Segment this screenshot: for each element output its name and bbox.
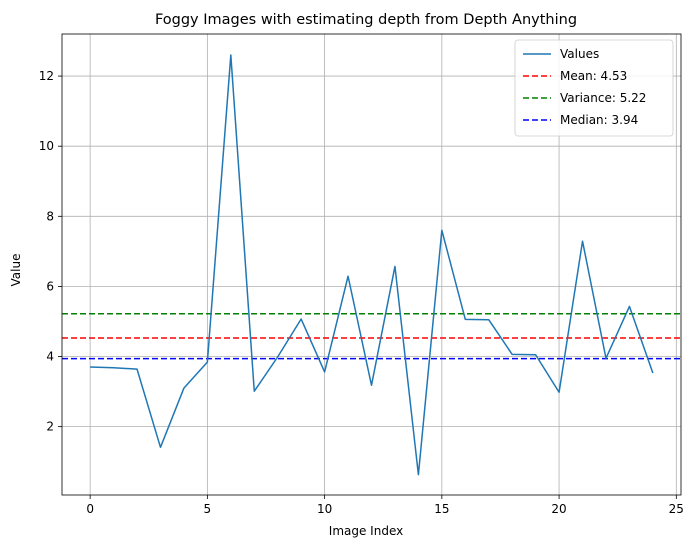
series-layer (90, 54, 654, 476)
y-tick-label: 10 (39, 139, 54, 153)
x-tick-label: 10 (317, 502, 332, 516)
legend-label: Variance: 5.22 (560, 91, 646, 105)
chart-title: Foggy Images with estimating depth from … (155, 12, 577, 28)
y-tick-label: 6 (46, 279, 54, 293)
legend-label: Mean: 4.53 (560, 69, 627, 83)
legend-box (514, 39, 674, 137)
x-tick-label: 20 (551, 502, 566, 516)
x-tick-label: 5 (204, 502, 212, 516)
grid (62, 34, 681, 495)
y-tick-label: 2 (46, 420, 54, 434)
x-tick-label: 0 (86, 502, 94, 516)
y-tick-label: 4 (46, 350, 54, 364)
reference-lines (62, 313, 681, 360)
y-tick-label: 8 (46, 209, 54, 223)
x-tick-label: 25 (669, 502, 684, 516)
x-tick-label: 15 (434, 502, 449, 516)
x-axis-title: Image Index (329, 524, 403, 538)
legend: Values Mean: 4.53 Variance: 5.22 Median: 3.… (514, 39, 674, 137)
legend-label: Median: 3.94 (560, 113, 638, 127)
legend-label: Values (560, 47, 599, 61)
plot-frame (61, 33, 682, 496)
ticks: 0 5 10 15 20 25 2 4 6 8 10 12 (39, 69, 684, 516)
y-axis-title: Value (9, 254, 23, 287)
y-tick-label: 12 (39, 69, 54, 83)
series-line-values (90, 54, 654, 476)
